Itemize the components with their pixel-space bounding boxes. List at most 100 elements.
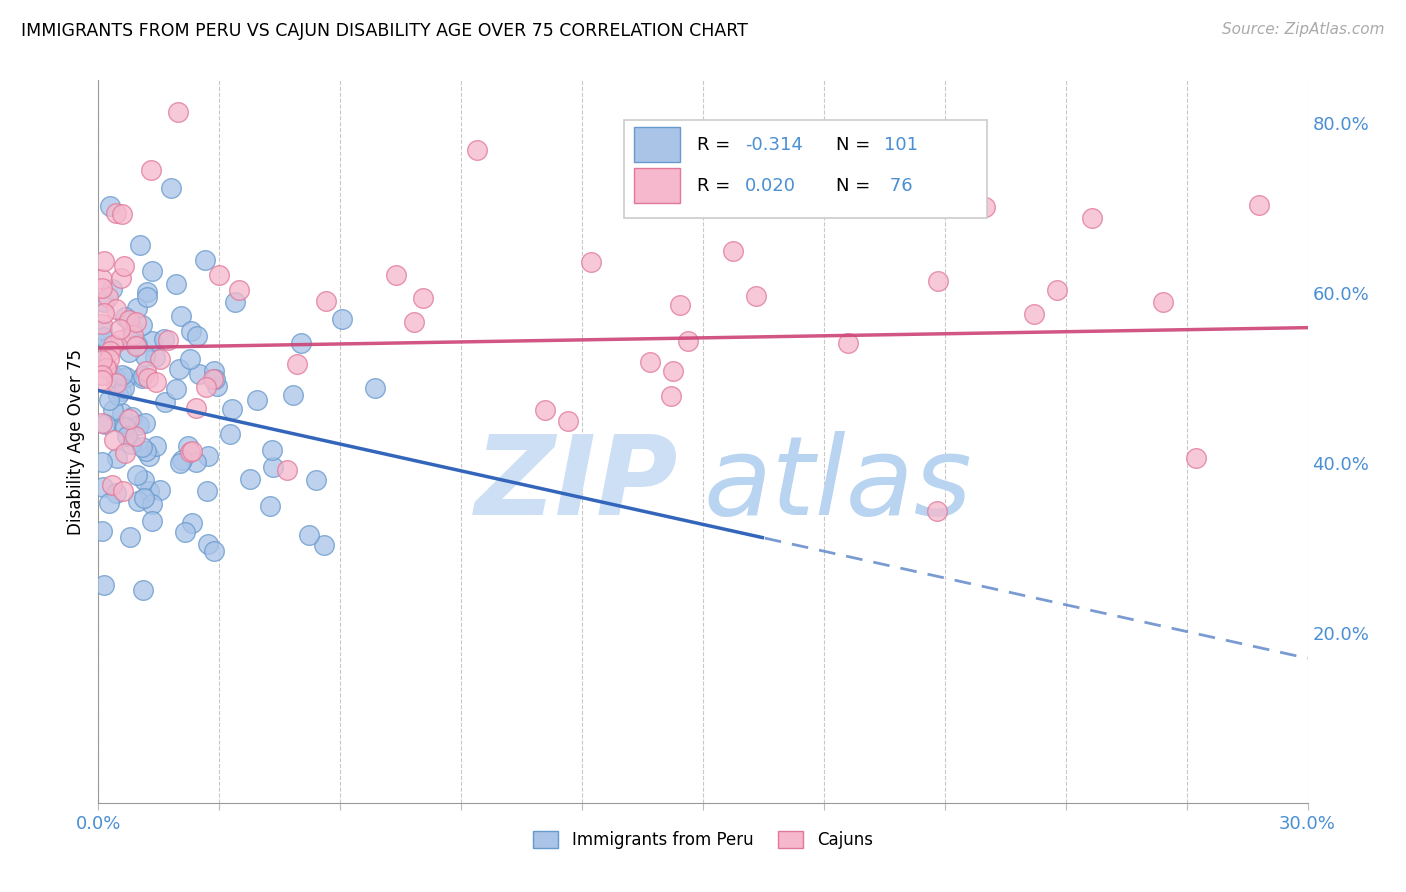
Point — [745, 289, 768, 303]
Point — [101, 402, 124, 417]
Point — [202, 364, 225, 378]
Point — [132, 369, 155, 384]
Point — [330, 312, 353, 326]
Point — [110, 384, 132, 398]
Point — [97, 496, 120, 510]
Point — [145, 439, 167, 453]
Point — [94, 360, 117, 375]
Point — [678, 334, 700, 348]
Point — [128, 418, 150, 433]
Point — [465, 144, 488, 158]
Point — [662, 364, 685, 378]
Point — [127, 493, 149, 508]
Text: IMMIGRANTS FROM PERU VS CAJUN DISABILITY AGE OVER 75 CORRELATION CHART: IMMIGRANTS FROM PERU VS CAJUN DISABILITY… — [21, 22, 748, 40]
Text: ZIP: ZIP — [475, 432, 679, 539]
Point — [136, 285, 159, 299]
Point — [1185, 450, 1208, 465]
Text: R =: R = — [697, 177, 735, 194]
Text: 101: 101 — [884, 136, 918, 153]
Point — [305, 474, 328, 488]
Point — [315, 293, 337, 308]
Point — [91, 281, 114, 295]
Point — [136, 371, 159, 385]
Point — [111, 406, 134, 420]
Point — [98, 351, 121, 366]
Point — [197, 537, 219, 551]
Point — [181, 443, 204, 458]
Y-axis label: Disability Age Over 75: Disability Age Over 75 — [66, 349, 84, 534]
Point — [114, 446, 136, 460]
Point — [91, 524, 114, 538]
Point — [103, 433, 125, 447]
Point — [143, 351, 166, 365]
Point — [180, 516, 202, 531]
Point — [281, 387, 304, 401]
Point — [93, 578, 115, 592]
Point — [533, 403, 555, 417]
Point — [659, 389, 682, 403]
Point — [91, 323, 114, 337]
Point — [180, 324, 202, 338]
Point — [135, 290, 157, 304]
Point — [101, 477, 124, 491]
Point — [205, 379, 228, 393]
Point — [153, 395, 176, 409]
Point — [134, 443, 156, 458]
Point — [160, 180, 183, 194]
Point — [173, 524, 195, 539]
Point — [186, 455, 208, 469]
Point — [194, 252, 217, 267]
Point — [557, 414, 579, 428]
Point — [290, 336, 312, 351]
Point — [721, 244, 744, 259]
Point — [246, 393, 269, 408]
Point — [134, 349, 156, 363]
Point — [125, 315, 148, 329]
Point — [224, 295, 246, 310]
Point — [110, 270, 132, 285]
Point — [91, 272, 114, 286]
Point — [195, 484, 218, 499]
Point — [141, 264, 163, 278]
Point — [179, 444, 201, 458]
Point — [314, 538, 336, 552]
Point — [239, 473, 262, 487]
Point — [91, 368, 114, 382]
Point — [91, 416, 114, 430]
Point — [127, 337, 149, 351]
Point — [135, 364, 157, 378]
Point — [149, 351, 172, 366]
Point — [104, 485, 127, 500]
Point — [94, 417, 117, 431]
Point — [1046, 283, 1069, 297]
Point — [93, 306, 115, 320]
Point — [1081, 211, 1104, 226]
Point — [134, 473, 156, 487]
Point — [262, 459, 284, 474]
Point — [96, 359, 118, 374]
Point — [202, 372, 225, 386]
FancyBboxPatch shape — [634, 169, 681, 203]
Point — [165, 382, 187, 396]
Point — [124, 429, 146, 443]
Point — [121, 409, 143, 424]
Point — [107, 450, 129, 465]
Point — [122, 327, 145, 342]
Point — [91, 353, 114, 368]
Point — [152, 332, 174, 346]
Point — [1152, 295, 1174, 310]
Point — [91, 455, 114, 469]
Point — [1022, 307, 1045, 321]
Point — [927, 274, 949, 288]
Point — [219, 427, 242, 442]
Point — [138, 484, 160, 499]
Point — [98, 344, 121, 359]
Point — [1249, 197, 1271, 211]
Text: atlas: atlas — [703, 432, 972, 539]
Text: -0.314: -0.314 — [745, 136, 803, 153]
Text: N =: N = — [837, 177, 876, 194]
Point — [129, 238, 152, 252]
Point — [122, 334, 145, 349]
Point — [103, 338, 125, 352]
Point — [104, 369, 127, 384]
